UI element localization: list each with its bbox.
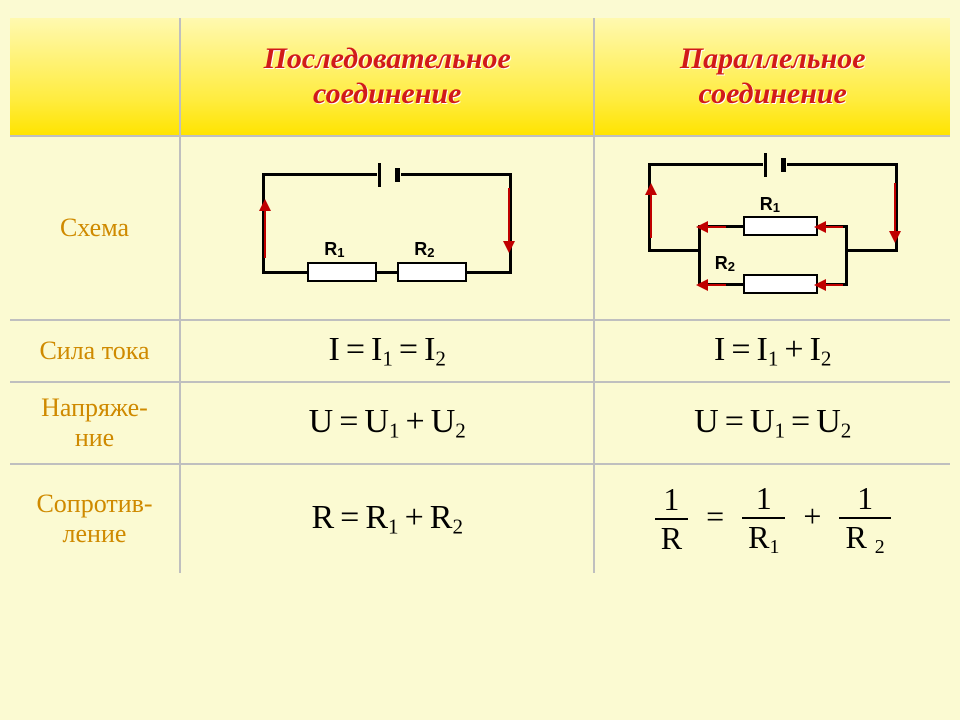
rowlabel-current: Сила тока xyxy=(10,320,180,382)
label-r1: R1 xyxy=(324,239,344,260)
rowlabel-resistance: Сопротив- ление xyxy=(10,464,180,573)
cell-resistance-parallel: 1R = 1R1 + 1R 2 xyxy=(594,464,950,573)
row-voltage: Напряже- ние U=U1+U2 U=U1=U2 xyxy=(10,382,950,464)
cell-voltage-series: U=U1+U2 xyxy=(180,382,594,464)
p-label-r2: R2 xyxy=(715,253,735,274)
header-blank xyxy=(10,18,180,136)
header-row: Последовательное соединение Параллельное… xyxy=(10,18,950,136)
row-resistance: Сопротив- ление R=R1+R2 1R = 1R1 + 1R 2 xyxy=(10,464,950,573)
label-r2: R2 xyxy=(414,239,434,260)
page-shell: Последовательное соединение Параллельное… xyxy=(0,0,960,720)
row-current: Сила тока I=I1=I2 I=I1+I2 xyxy=(10,320,950,382)
p-label-r1: R1 xyxy=(760,194,780,215)
cell-current-parallel: I=I1+I2 xyxy=(594,320,950,382)
series-circuit: R1 R2 xyxy=(242,163,532,293)
rowlabel-voltage: Напряже- ние xyxy=(10,382,180,464)
resistor-r2 xyxy=(397,262,467,282)
row-scheme: Схема R1 R2 xyxy=(10,136,950,320)
parallel-circuit: R1 R2 xyxy=(628,153,918,303)
cell-current-series: I=I1=I2 xyxy=(180,320,594,382)
comparison-table: Последовательное соединение Параллельное… xyxy=(10,18,950,573)
p-resistor-r1 xyxy=(743,216,818,236)
rowlabel-scheme: Схема xyxy=(10,136,180,320)
cell-scheme-parallel: R1 R2 xyxy=(594,136,950,320)
cell-voltage-parallel: U=U1=U2 xyxy=(594,382,950,464)
cell-resistance-series: R=R1+R2 xyxy=(180,464,594,573)
cell-scheme-series: R1 R2 xyxy=(180,136,594,320)
resistor-r1 xyxy=(307,262,377,282)
p-resistor-r2 xyxy=(743,274,818,294)
header-series: Последовательное соединение xyxy=(180,18,594,136)
header-parallel: Параллельное соединение xyxy=(594,18,950,136)
